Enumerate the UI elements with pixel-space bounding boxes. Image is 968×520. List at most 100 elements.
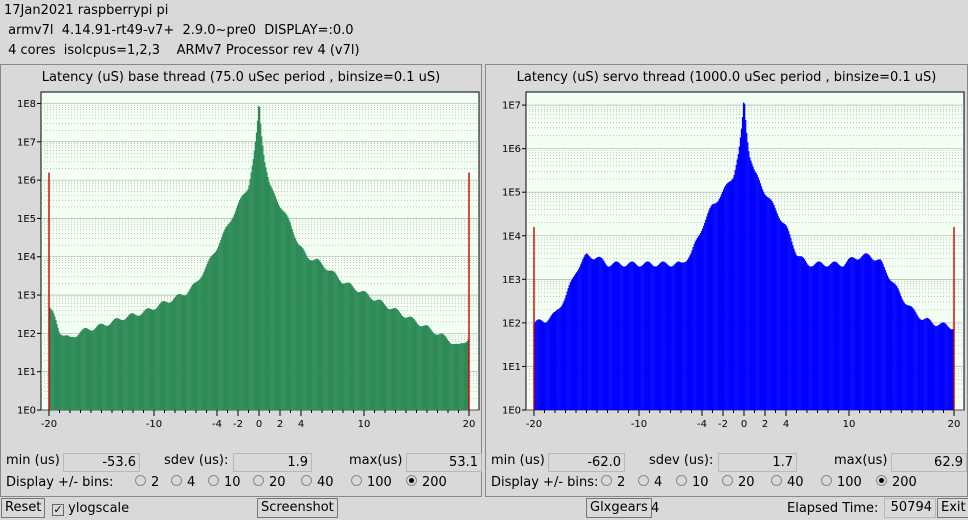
histogram-bar	[642, 265, 644, 410]
histogram-bar	[227, 224, 229, 410]
histogram-bar	[592, 259, 595, 410]
histogram-bar	[404, 317, 407, 410]
histogram-bar	[367, 294, 369, 410]
histogram-bar	[98, 324, 100, 410]
servo-thread-title: Latency (uS) servo thread (1000.0 uSec p…	[516, 70, 937, 85]
servo-bins-radio-2[interactable]	[601, 475, 612, 486]
x-tick-label: 0	[256, 419, 262, 430]
base-bins-option-20[interactable]: 20	[269, 475, 286, 490]
base-bins-radio-2[interactable]	[135, 475, 146, 486]
histogram-bar	[64, 335, 66, 410]
histogram-bar	[807, 264, 809, 410]
reset-button[interactable]: Reset	[1, 498, 46, 518]
exit-button[interactable]: Exit	[937, 498, 968, 518]
check-icon[interactable]: ✓	[52, 503, 64, 516]
base-bins-option-100[interactable]: 100	[367, 475, 392, 490]
histogram-bar	[431, 330, 433, 410]
servo-bins-radio-100[interactable]	[821, 475, 832, 486]
servo-bins-option-100[interactable]: 100	[837, 475, 862, 490]
histogram-bar	[120, 319, 122, 410]
histogram-bar	[736, 159, 738, 410]
histogram-bar	[246, 190, 248, 410]
base-bins-radio-10[interactable]	[208, 475, 219, 486]
base-bins-option-10[interactable]: 10	[224, 475, 241, 490]
x-tick-label: -10	[146, 419, 162, 430]
histogram-bar	[735, 164, 737, 410]
histogram-bar	[697, 236, 700, 410]
servo-bins-radio-10[interactable]	[676, 475, 687, 486]
histogram-bar	[889, 280, 892, 410]
histogram-bar	[570, 280, 572, 410]
histogram-bar	[271, 188, 273, 410]
histogram-bar	[377, 299, 379, 410]
histogram-bar	[758, 180, 760, 410]
x-tick-label: 2	[762, 419, 768, 430]
histogram-bar	[923, 319, 925, 410]
histogram-bar	[117, 318, 119, 410]
histogram-bar	[282, 210, 284, 410]
histogram-bar	[867, 254, 870, 410]
histogram-bar	[75, 337, 77, 410]
histogram-bar	[265, 167, 267, 410]
histogram-bar	[338, 279, 341, 410]
histogram-bar	[652, 265, 654, 410]
ylogscale-checkbox[interactable]: ✓ ylogscale	[52, 501, 129, 516]
histogram-bar	[660, 262, 662, 410]
histogram-bar	[52, 311, 54, 410]
servo-bins-radio-40[interactable]	[771, 475, 782, 486]
histogram-bar	[711, 204, 713, 410]
histogram-bar	[79, 332, 81, 410]
histogram-bar	[59, 333, 61, 410]
base-bins-option-40[interactable]: 40	[317, 475, 334, 490]
histogram-bar	[672, 265, 674, 410]
histogram-bar	[853, 257, 855, 410]
histogram-bar	[309, 260, 311, 410]
histogram-bar	[464, 342, 467, 410]
servo-bins-option-20[interactable]: 20	[738, 475, 755, 490]
base-bins-option-4[interactable]: 4	[187, 475, 196, 490]
histogram-bar	[558, 308, 560, 410]
histogram-bar	[581, 261, 583, 410]
histogram-bar	[241, 196, 243, 410]
histogram-bar	[226, 225, 228, 410]
histogram-bar	[325, 269, 327, 410]
histogram-bar	[599, 256, 601, 410]
base-bins-radio-20[interactable]	[253, 475, 264, 486]
histogram-bar	[755, 172, 757, 410]
histogram-bar	[747, 142, 749, 410]
histogram-bar	[931, 323, 934, 410]
base-bins-radio-4[interactable]	[171, 475, 182, 486]
servo-bins-option-2[interactable]: 2	[617, 475, 626, 490]
histogram-bar	[639, 266, 641, 410]
histogram-bar	[256, 120, 259, 410]
histogram-bar	[336, 276, 338, 410]
histogram-bar	[270, 186, 272, 410]
base-bins-radio-200[interactable]	[406, 475, 417, 486]
histogram-bar	[365, 291, 367, 410]
servo-bins-option-10[interactable]: 10	[692, 475, 709, 490]
base-bins-option-200[interactable]: 200	[422, 475, 447, 490]
histogram-bar	[864, 253, 866, 410]
histogram-bar	[88, 329, 91, 410]
servo-bins-option-40[interactable]: 40	[787, 475, 804, 490]
histogram-bar	[862, 254, 864, 410]
servo-bins-option-200[interactable]: 200	[892, 475, 917, 490]
base-bins-radio-100[interactable]	[351, 475, 362, 486]
histogram-bar	[593, 259, 596, 410]
servo-bins-radio-200[interactable]	[876, 475, 887, 486]
base-bins-radio-40[interactable]	[301, 475, 312, 486]
servo-bins-radio-4[interactable]	[638, 475, 649, 486]
servo-sdev-label: sdev (us):	[649, 453, 714, 468]
histogram-bar	[858, 259, 860, 410]
servo-bins-option-4[interactable]: 4	[654, 475, 663, 490]
histogram-bar	[350, 284, 352, 410]
histogram-bar	[918, 317, 920, 410]
histogram-bar	[886, 275, 889, 410]
glxgears-button[interactable]: Glxgears	[586, 498, 652, 518]
screenshot-button[interactable]: Screenshot	[257, 498, 338, 518]
histogram-bar	[892, 282, 894, 410]
servo-bins-radio-20[interactable]	[722, 475, 733, 486]
histogram-bar	[663, 261, 665, 410]
histogram-bar	[351, 285, 353, 410]
base-bins-option-2[interactable]: 2	[151, 475, 160, 490]
